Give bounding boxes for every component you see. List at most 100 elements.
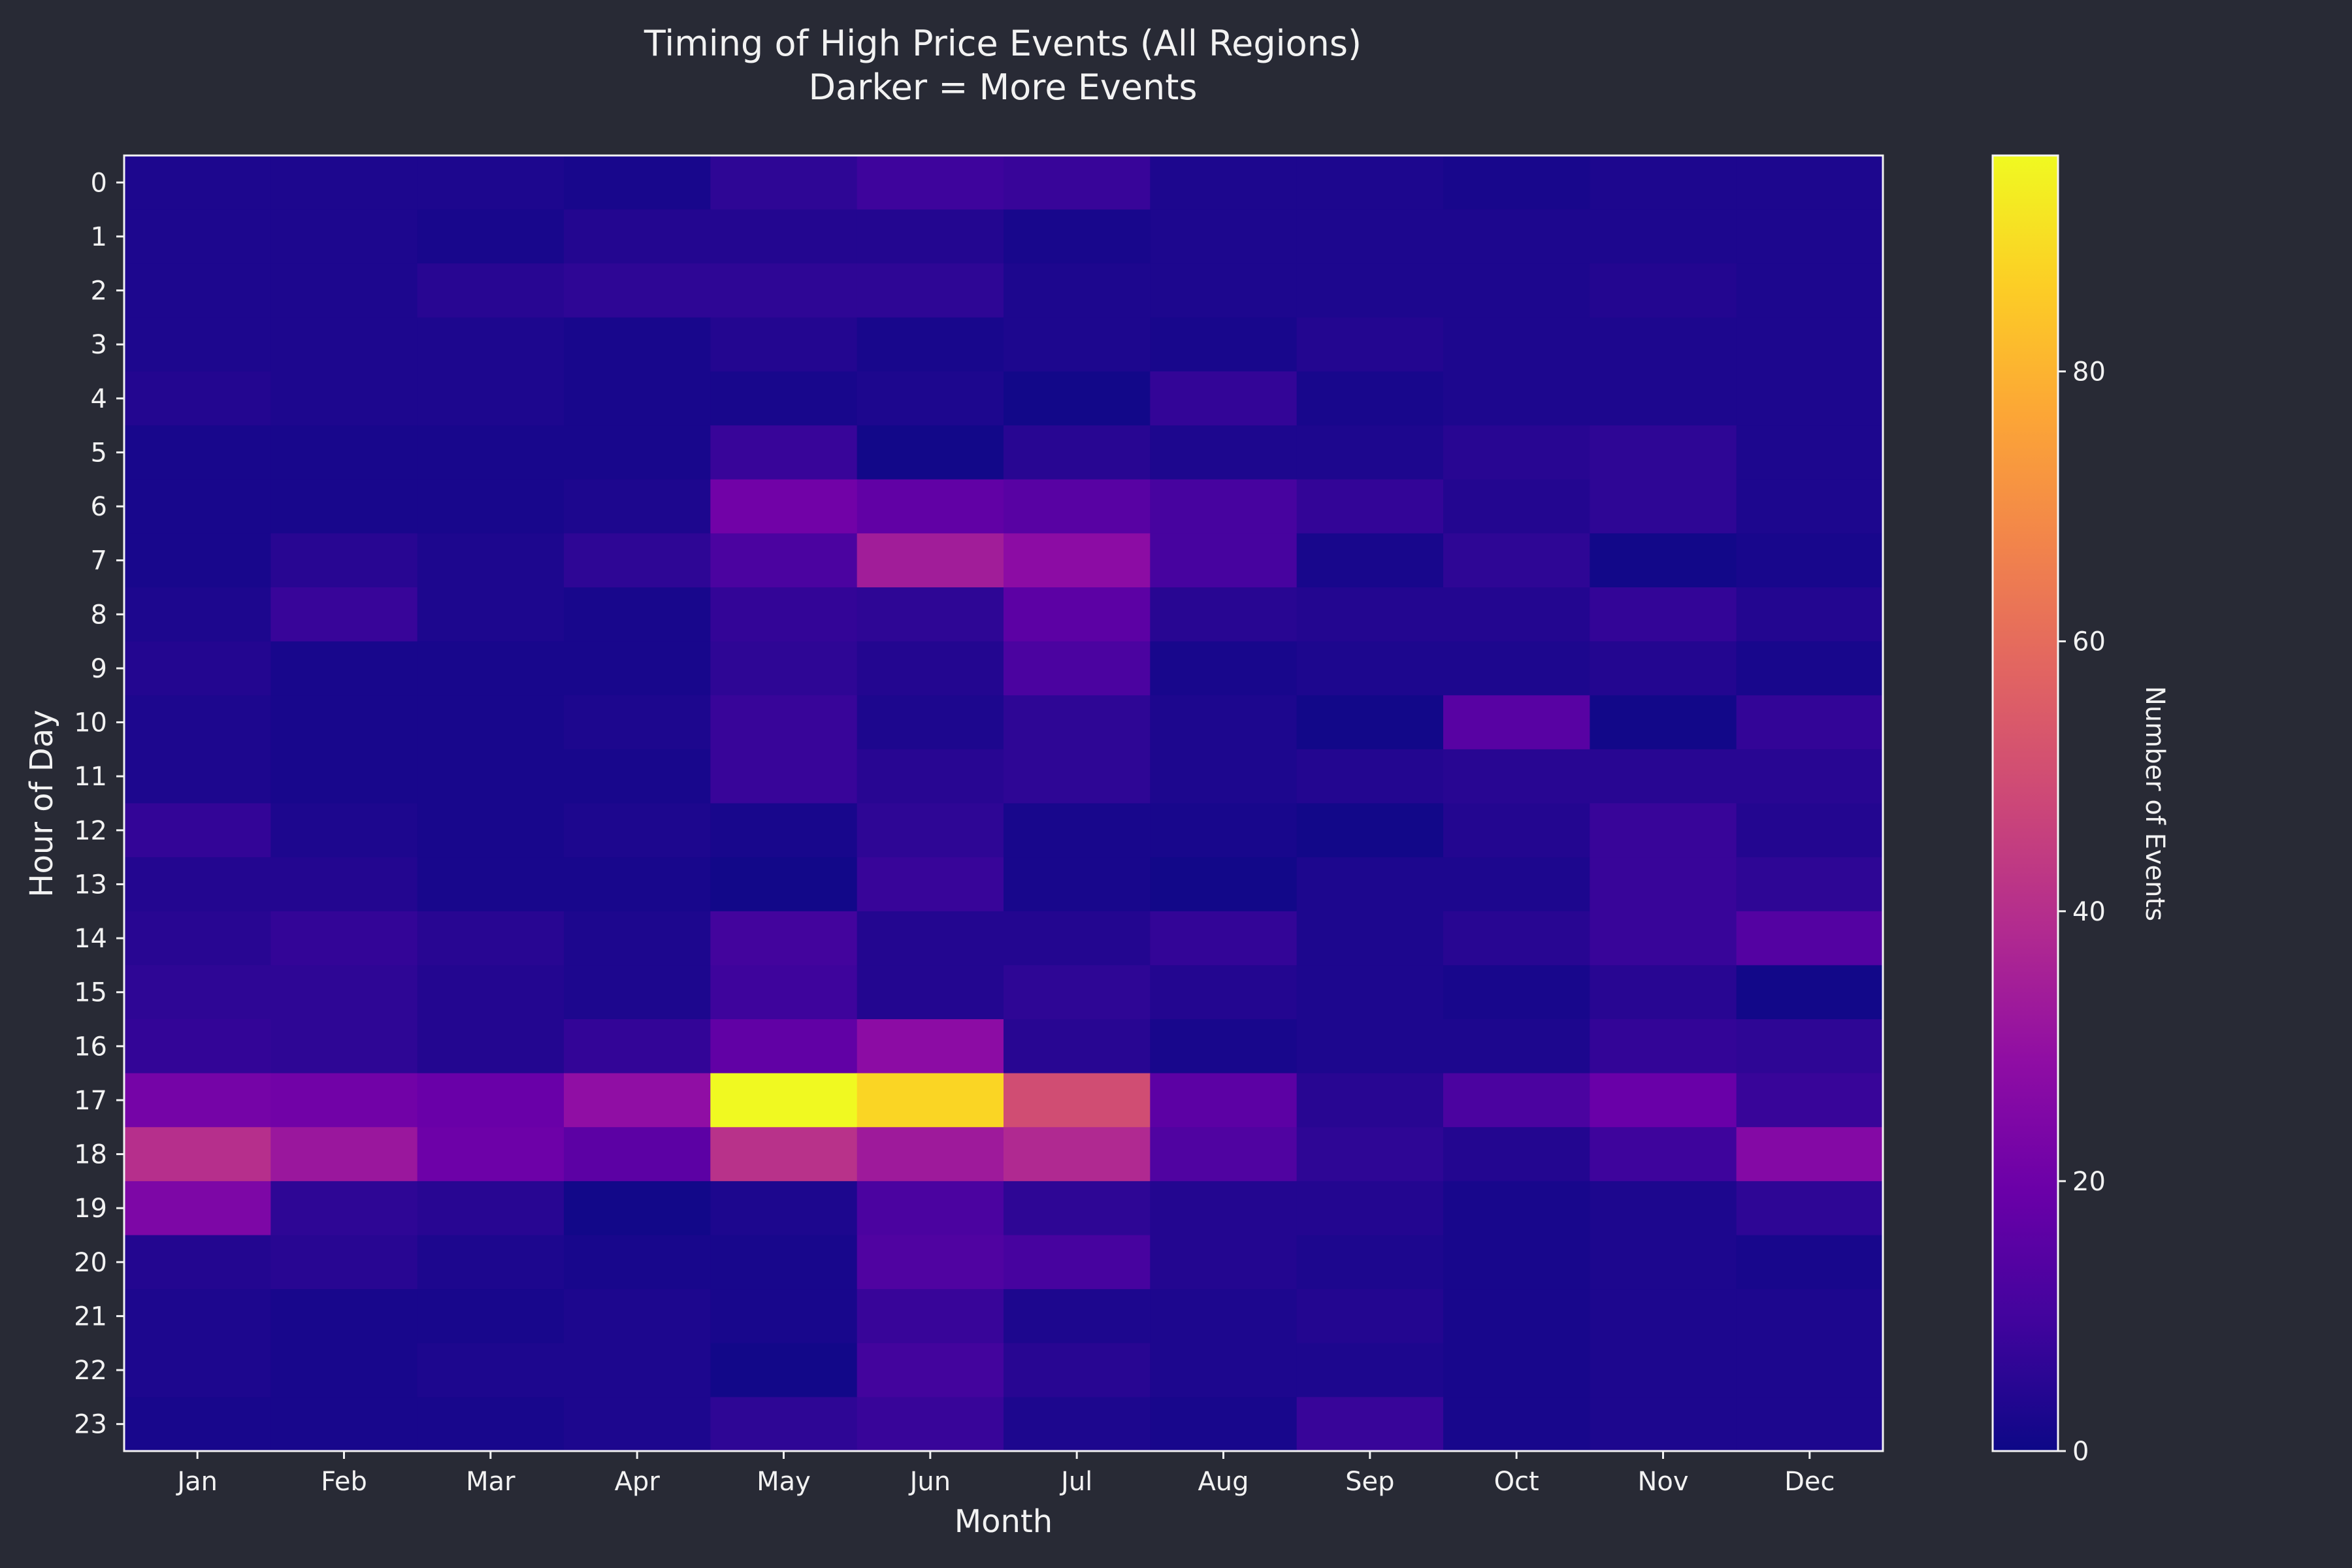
heatmap-cell <box>857 965 1004 1020</box>
heatmap-cell <box>1736 1019 1884 1074</box>
x-tick-label: Dec <box>1784 1467 1835 1497</box>
heatmap-cell <box>270 1235 418 1290</box>
heatmap-cell <box>564 425 711 480</box>
heatmap-cell <box>1590 1235 1737 1290</box>
heatmap-cell <box>1736 641 1884 696</box>
heatmap-cell <box>270 533 418 588</box>
y-tick-label: 11 <box>74 762 107 792</box>
heatmap-cell <box>124 1019 271 1074</box>
heatmap-cell <box>1443 155 1590 210</box>
heatmap-cell <box>1004 965 1151 1020</box>
heatmap-cell <box>1736 155 1884 210</box>
y-tick-label: 8 <box>91 600 107 630</box>
heatmap-cell <box>1736 1235 1884 1290</box>
heatmap-cell <box>270 1397 418 1452</box>
heatmap-cell <box>270 425 418 480</box>
heatmap-cell <box>1443 749 1590 804</box>
heatmap-cell <box>1150 857 1298 912</box>
heatmap-cell <box>1736 857 1884 912</box>
chart-title-line1: Timing of High Price Events (All Regions… <box>644 23 1362 64</box>
heatmap-cell <box>1443 317 1590 372</box>
colorbar-tick-group: 0 20 40 60 80 <box>2058 357 2106 1467</box>
heatmap-cell <box>1736 209 1884 264</box>
heatmap-cell <box>857 857 1004 912</box>
heatmap-cell <box>270 1073 418 1128</box>
heatmap-cell <box>564 1289 711 1344</box>
heatmap-cell <box>1296 1235 1444 1290</box>
heatmap-cell <box>417 695 564 750</box>
x-tick-label: Apr <box>615 1467 661 1497</box>
y-tick-label: 22 <box>74 1356 107 1386</box>
colorbar-tick-label: 20 <box>2072 1167 2106 1197</box>
heatmap-cell <box>124 1073 271 1128</box>
heatmap-cell <box>1150 479 1298 534</box>
heatmap-cell <box>857 749 1004 804</box>
heatmap-cell <box>857 1289 1004 1344</box>
x-tick-label: May <box>757 1467 811 1497</box>
heatmap-cell <box>417 1343 564 1397</box>
heatmap-cell <box>124 533 271 588</box>
heatmap-cell <box>1590 1343 1737 1397</box>
heatmap-cell <box>1150 695 1298 750</box>
heatmap-cell <box>564 911 711 966</box>
heatmap-cell <box>1443 263 1590 318</box>
heatmap-cell <box>564 803 711 858</box>
heatmap-cell <box>710 317 858 372</box>
y-tick-label: 10 <box>74 708 107 738</box>
heatmap-cell <box>710 155 858 210</box>
heatmap-cell <box>1296 317 1444 372</box>
heatmap-cell <box>417 479 564 534</box>
heatmap-cell <box>270 479 418 534</box>
heatmap-cell <box>1004 1181 1151 1236</box>
heatmap-cell <box>1736 1343 1884 1397</box>
colorbar-tick-label: 60 <box>2072 627 2106 657</box>
heatmap-cell <box>1150 641 1298 696</box>
heatmap-cell <box>1150 587 1298 642</box>
heatmap-cell <box>1736 1397 1884 1452</box>
heatmap-cell <box>417 1235 564 1290</box>
heatmap-cell <box>124 587 271 642</box>
heatmap-cell <box>417 749 564 804</box>
heatmap-cell <box>1590 965 1737 1020</box>
y-tick-label: 4 <box>91 384 107 414</box>
heatmap-cell <box>710 371 858 426</box>
heatmap-cell <box>1150 1127 1298 1182</box>
heatmap-cell <box>417 371 564 426</box>
heatmap-cell <box>857 1073 1004 1128</box>
heatmap-cell <box>417 533 564 588</box>
heatmap-cell <box>417 1181 564 1236</box>
heatmap-cell <box>1443 965 1590 1020</box>
heatmap-cell <box>124 155 271 210</box>
heatmap-cell <box>1296 425 1444 480</box>
heatmap-cell <box>1443 425 1590 480</box>
x-tick-label: Mar <box>466 1467 515 1497</box>
heatmap-cell <box>1736 1289 1884 1344</box>
heatmap-cell <box>710 1073 858 1128</box>
heatmap-cell <box>564 1181 711 1236</box>
heatmap-cell <box>1004 1235 1151 1290</box>
heatmap-cell <box>1443 1073 1590 1128</box>
heatmap-cell <box>857 1397 1004 1452</box>
heatmap-cell <box>417 1397 564 1452</box>
heatmap-cell <box>1004 533 1151 588</box>
heatmap-cell <box>124 695 271 750</box>
heatmap-cell <box>1443 1181 1590 1236</box>
heatmap-cell <box>1443 695 1590 750</box>
heatmap-cell <box>564 587 711 642</box>
heatmap-cell <box>124 425 271 480</box>
y-axis-label: Hour of Day <box>24 710 60 897</box>
heatmap-cell <box>564 695 711 750</box>
heatmap-cell <box>857 479 1004 534</box>
heatmap-cell <box>124 1397 271 1452</box>
heatmap-cell <box>710 857 858 912</box>
heatmap-cell <box>1004 1289 1151 1344</box>
heatmap-cell <box>1296 857 1444 912</box>
heatmap-cell <box>1590 1019 1737 1074</box>
heatmap-cell <box>1150 155 1298 210</box>
heatmap-cell <box>124 803 271 858</box>
heatmap-cell <box>1296 1019 1444 1074</box>
heatmap-cell <box>1004 641 1151 696</box>
heatmap-cell <box>124 209 271 264</box>
heatmap-cell <box>564 749 711 804</box>
heatmap-cell <box>1443 911 1590 966</box>
